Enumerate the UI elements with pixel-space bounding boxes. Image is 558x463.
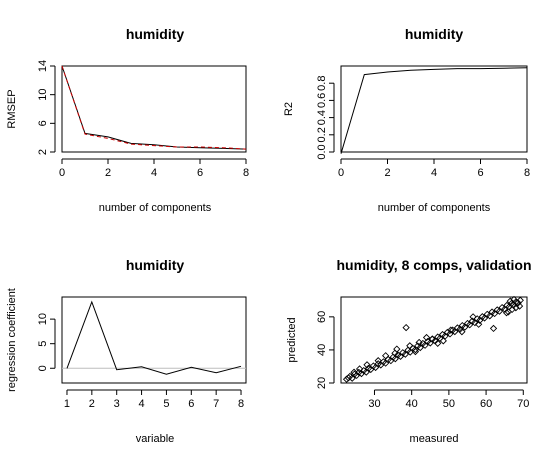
data-point (391, 349, 399, 357)
x-tick-label: 8 (238, 398, 244, 410)
x-tick-label: 30 (368, 398, 380, 410)
data-point (458, 328, 466, 336)
x-tick-label: 4 (151, 167, 157, 179)
panel-predicted-vs-measured: humidity, 8 comps, validation measured p… (286, 257, 532, 445)
data-point (515, 302, 524, 310)
x-tick-label: 3 (114, 398, 120, 410)
y-tick-label: 0.0 (316, 144, 328, 159)
series-line (340, 67, 528, 154)
plot-frame (340, 296, 528, 384)
x-tick-label: 7 (213, 398, 219, 410)
x-tick-label: 0 (59, 167, 65, 179)
plot-frame (340, 65, 528, 153)
y-tick-label: 0.4 (316, 110, 328, 125)
x-axis-label: number of components (99, 202, 212, 214)
y-tick-label: 0.6 (316, 93, 328, 108)
y-tick-label: 40 (316, 344, 328, 356)
y-tick-label: 14 (37, 60, 49, 72)
data-point (374, 357, 382, 365)
y-tick-label: 5 (37, 341, 49, 347)
data-point (447, 326, 455, 334)
plot-frame (61, 65, 247, 153)
x-tick-label: 8 (524, 167, 530, 179)
data-point (350, 368, 358, 376)
x-axis-label: measured (410, 433, 459, 445)
data-point (489, 324, 498, 333)
series-line (61, 65, 247, 150)
data-point (428, 335, 436, 343)
x-tick-label: 1 (64, 398, 70, 410)
x-tick-label: 4 (139, 398, 145, 410)
data-point (422, 333, 431, 342)
y-tick-label: 10 (37, 313, 49, 325)
y-tick-label: 20 (316, 377, 328, 389)
data-point (510, 295, 518, 304)
y-tick-label: 2 (37, 149, 49, 155)
x-tick-label: 70 (517, 398, 529, 410)
x-tick-label: 2 (89, 398, 95, 410)
panel-title: humidity (126, 257, 185, 273)
data-point (439, 337, 447, 345)
y-tick-label: 10 (37, 89, 49, 101)
series-line (61, 65, 247, 150)
data-point (415, 338, 423, 347)
data-point (363, 361, 371, 369)
data-point (355, 365, 364, 373)
x-tick-label: 0 (338, 167, 344, 179)
x-tick-label: 6 (197, 167, 203, 179)
y-axis-label: regression coefficient (6, 288, 18, 392)
data-point (411, 347, 420, 356)
data-point (416, 343, 424, 352)
data-point (406, 342, 414, 350)
x-axis-label: number of components (378, 202, 491, 214)
panel-rmsep: humidity number of components RMSEP 0 2 4 6… (6, 26, 249, 214)
y-axis-label: R2 (283, 102, 295, 116)
plot-frame (61, 296, 247, 384)
y-tick-label: 0.8 (316, 76, 328, 91)
x-tick-label: 2 (384, 167, 390, 179)
series-line (66, 300, 242, 375)
data-point (514, 299, 522, 307)
y-tick-label: 6 (37, 120, 49, 126)
x-axis-label: variable (136, 433, 175, 445)
x-tick-label: 60 (480, 398, 492, 410)
data-point (402, 323, 410, 332)
x-tick-label: 2 (105, 167, 111, 179)
data-point (382, 352, 390, 360)
x-tick-label: 50 (443, 398, 455, 410)
x-tick-label: 40 (406, 398, 418, 410)
x-tick-label: 8 (243, 167, 249, 179)
panel-regression-coefficients: humidity variable regression coefficient… (6, 257, 247, 445)
x-tick-label: 6 (188, 398, 194, 410)
data-point (475, 320, 483, 328)
x-tick-label: 4 (431, 167, 437, 179)
data-point (502, 309, 511, 317)
y-tick-label: 0.2 (316, 127, 328, 142)
panel-title: humidity (126, 26, 185, 42)
data-point (469, 313, 477, 321)
y-axis-label: predicted (286, 317, 298, 362)
data-point (434, 339, 442, 347)
panel-title: humidity, 8 comps, validation (337, 257, 532, 273)
x-tick-label: 6 (477, 167, 483, 179)
x-tick-label: 5 (163, 398, 169, 410)
y-tick-label: 60 (316, 311, 328, 323)
y-tick-label: 0 (37, 365, 49, 371)
y-axis-label: RMSEP (6, 89, 18, 128)
panel-r2: humidity number of components R2 0 2 4 6 8 0… (283, 26, 530, 214)
panel-title: humidity (405, 26, 464, 42)
data-point (393, 345, 401, 353)
